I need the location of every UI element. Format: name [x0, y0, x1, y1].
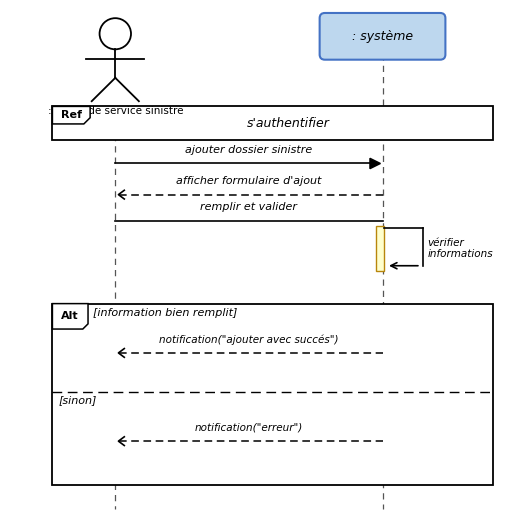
Text: [information bien remplit]: [information bien remplit]: [93, 308, 238, 318]
Text: remplir et valider: remplir et valider: [200, 202, 298, 212]
Bar: [52, 304, 493, 485]
Text: : agent de service sinistre: : agent de service sinistre: [48, 106, 183, 116]
Bar: [376, 226, 384, 271]
Text: Ref: Ref: [61, 110, 82, 120]
Text: s'authentifier: s'authentifier: [247, 117, 330, 130]
Bar: [52, 106, 493, 140]
Text: ajouter dossier sinistre: ajouter dossier sinistre: [185, 145, 312, 155]
FancyBboxPatch shape: [320, 13, 445, 60]
Text: vérifier
informations: vérifier informations: [428, 238, 493, 259]
Polygon shape: [52, 304, 88, 329]
Text: notification("ajouter avec succés"): notification("ajouter avec succés"): [159, 334, 339, 345]
Text: : système: : système: [352, 30, 413, 43]
Text: Alt: Alt: [61, 311, 79, 321]
Text: notification("erreur"): notification("erreur"): [195, 423, 303, 433]
Text: afficher formulaire d'ajout: afficher formulaire d'ajout: [176, 176, 322, 186]
Text: [sinon]: [sinon]: [59, 395, 97, 405]
Polygon shape: [52, 106, 90, 124]
Polygon shape: [370, 158, 380, 169]
